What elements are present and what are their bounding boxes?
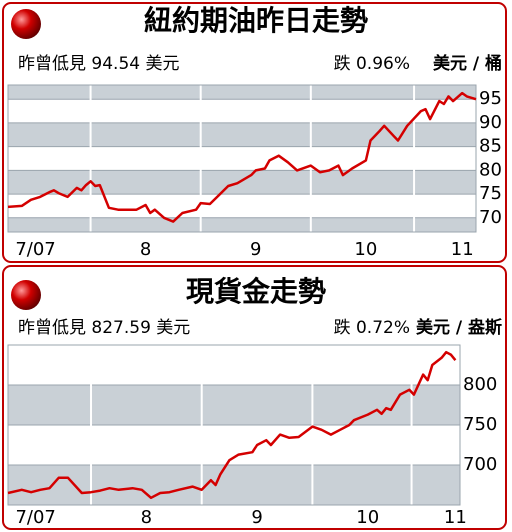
grid-band (8, 170, 476, 195)
title-ball (11, 9, 41, 39)
y-tick-label: 90 (479, 112, 502, 133)
y-tick-label: 95 (479, 88, 502, 109)
unit: 美元 / 桶 (433, 53, 502, 74)
y-tick-label: 70 (479, 207, 502, 228)
x-tick-label: 10 (356, 507, 379, 528)
x-tick-label: 9 (251, 507, 262, 528)
x-tick-label: 8 (140, 239, 151, 260)
subtitle: 昨曾低見 94.54 美元 (18, 54, 179, 74)
change: 跌 0.96% (334, 54, 410, 74)
change: 跌 0.72% (334, 318, 410, 338)
x-tick-label: 10 (354, 239, 377, 260)
y-tick-label: 750 (463, 414, 497, 435)
y-tick-label: 75 (479, 183, 502, 204)
grid-band (8, 465, 460, 505)
plot-frame (7, 344, 461, 506)
price-line (7, 91, 477, 223)
grid-band (8, 385, 460, 425)
x-tick-label: 11 (451, 239, 474, 260)
y-tick-label: 700 (463, 454, 497, 475)
subtitle: 昨曾低見 827.59 美元 (18, 318, 190, 338)
price-line (7, 350, 457, 500)
chart-title: 紐約期油昨日走勢 (144, 4, 368, 37)
y-tick-label: 85 (479, 136, 502, 157)
x-tick-label: 11 (444, 507, 467, 528)
y-tick-label: 800 (463, 374, 497, 395)
grid-band (8, 122, 476, 147)
x-tick-label: 8 (141, 507, 152, 528)
plot-frame (7, 84, 477, 233)
x-tick-label: 7/07 (15, 507, 55, 528)
grid-band (8, 85, 476, 100)
x-tick-label: 9 (250, 239, 261, 260)
x-tick-label: 7/07 (15, 239, 55, 260)
title-ball (11, 280, 41, 310)
grid-band (8, 217, 476, 232)
chart-title: 現貨金走勢 (186, 275, 326, 308)
unit: 美元 / 盎斯 (416, 317, 502, 338)
y-tick-label: 80 (479, 159, 502, 180)
